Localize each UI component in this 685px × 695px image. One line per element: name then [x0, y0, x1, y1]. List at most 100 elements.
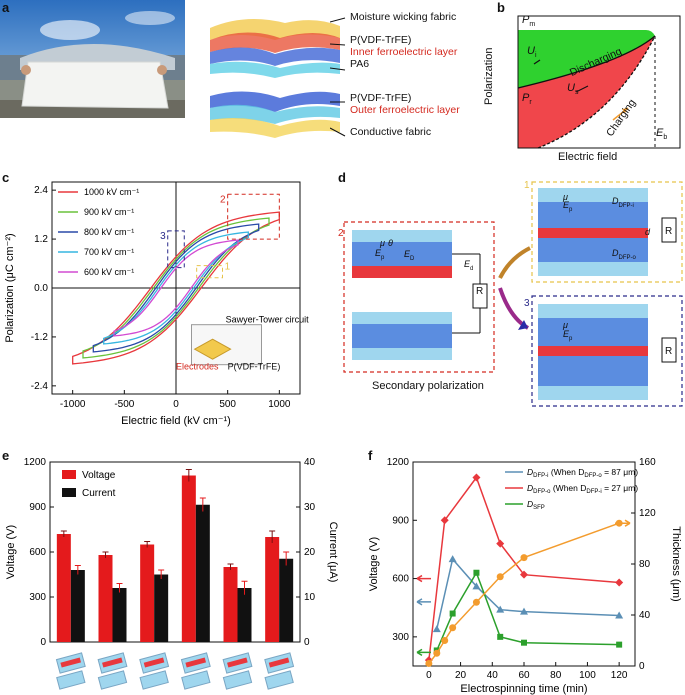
axis-arrow: [416, 574, 431, 583]
layer-label: Inner ferroelectric layer: [350, 46, 458, 58]
x-axis-label: Electric field (kV cm⁻¹): [121, 415, 231, 427]
y-axis-label: Voltage (V): [5, 525, 17, 579]
fabric-photo: [0, 0, 185, 118]
box-1-label: 1: [524, 180, 530, 191]
y-tick-label: 2.4: [34, 185, 48, 196]
current-bar: [112, 588, 127, 642]
legend-label: 700 kV cm⁻¹: [84, 247, 134, 257]
data-point: [472, 598, 480, 606]
x-tick-label: 500: [219, 399, 236, 410]
highlight-box: [227, 193, 280, 240]
d-label: d: [645, 227, 651, 237]
pm-label: Pm: [522, 14, 536, 29]
theta-label: θ: [388, 238, 393, 248]
layer-label: P(VDF-TrFE): [350, 92, 412, 104]
inset-label: P(VDF-TrFE): [228, 362, 281, 372]
hysteresis-loop-series: [92, 223, 260, 353]
data-point: [615, 578, 624, 587]
layer-label: Conductive fabric: [350, 126, 432, 138]
y-tick-label: 0: [40, 637, 46, 648]
y-tick-label: 600: [29, 547, 46, 558]
data-point: [448, 555, 457, 563]
legend-label: 900 kV cm⁻¹: [84, 207, 134, 217]
structure-icon-layer: [268, 657, 290, 668]
y2-tick-label: 30: [304, 502, 316, 513]
structure-icon: [264, 652, 295, 690]
x-tick-label: 120: [611, 670, 628, 681]
y-tick-label: -2.4: [31, 381, 49, 392]
eD-label: ED: [404, 249, 415, 262]
legend-swatch: [62, 488, 76, 497]
x-tick-label: 100: [579, 670, 596, 681]
structure-icon-layer: [264, 670, 294, 690]
mu-label: μ: [380, 238, 385, 248]
data-point: [449, 610, 456, 617]
axis-arrow: [615, 519, 631, 527]
voltage-bar: [181, 475, 196, 642]
data-point: [432, 625, 441, 633]
data-point: [496, 573, 504, 581]
x-axis-label: Electrospinning time (min): [460, 683, 587, 695]
x-tick-label: 20: [455, 670, 467, 681]
y-tick-label: 1200: [24, 457, 47, 468]
current-bar: [237, 588, 252, 642]
x-tick-label: 0: [426, 670, 432, 681]
y-tick-label: 600: [392, 574, 409, 585]
resistor-label: R: [665, 226, 673, 237]
thickness-voltage-line-chart: 0 20 40 60 80 100 120 300 600 900 1200 0 40 80 120 160 E…: [368, 457, 682, 695]
hysteresis-loop-series: [103, 231, 249, 345]
box-label: 3: [160, 231, 166, 242]
series-line: [436, 570, 620, 651]
ed-label: Ed: [464, 259, 474, 272]
data-point: [433, 649, 441, 657]
current-bar: [154, 574, 169, 642]
x-tick-label: 0: [173, 399, 179, 410]
pr-label: Pr: [522, 92, 532, 107]
y2-tick-label: 0: [639, 661, 645, 672]
structure-icon-layer: [97, 670, 128, 690]
legend-label: 600 kV cm⁻¹: [84, 267, 134, 277]
layer-label: PA6: [350, 58, 370, 70]
data-point: [496, 539, 505, 548]
ui-label: Ui: [527, 45, 537, 60]
panel-b-ylabel: Polarization: [483, 47, 495, 105]
legend-label: 800 kV cm⁻¹: [84, 227, 134, 237]
mu-label: μ: [563, 192, 568, 202]
data-point: [472, 473, 481, 482]
us-label: Us: [567, 82, 579, 97]
legend-label: Current: [82, 488, 116, 499]
legend-label: DDFP-i (When DDFP-o = 87 μm): [527, 467, 638, 479]
axis-arrow: [416, 598, 431, 606]
energy-storage-diagram: [517, 15, 681, 149]
panel-f-label: f: [368, 448, 373, 463]
panel-a-label: a: [2, 0, 10, 15]
x-tick-label: 80: [550, 670, 562, 681]
structure-icon-layer: [181, 670, 211, 690]
box-3-label: 3: [524, 298, 530, 309]
resistor-label: R: [665, 346, 673, 357]
dfp-i-label: DDFP-i: [612, 196, 634, 209]
layer-label: Outer ferroelectric layer: [350, 104, 460, 116]
current-bar: [70, 570, 85, 642]
data-point: [615, 611, 624, 619]
y-tick-label: -1.2: [31, 332, 49, 343]
y2-tick-label: 40: [639, 610, 651, 621]
box-2-label: 2: [338, 228, 344, 239]
structure-icon: [55, 652, 86, 690]
inset-label: Electrodes: [176, 362, 219, 372]
layer-labels: Moisture wicking fabric P(VDF-TrFE) Inne…: [350, 11, 460, 138]
current-bar: [279, 558, 294, 642]
y2-tick-label: 0: [304, 637, 310, 648]
structure-icon-layer: [222, 670, 253, 690]
data-point: [425, 659, 433, 667]
structure-icon-layer: [60, 657, 82, 668]
series-line: [436, 557, 620, 630]
mu-label: μ: [563, 320, 568, 330]
y2-axis-label: Thickness (μm): [670, 526, 682, 601]
data-point: [472, 582, 481, 590]
y2-tick-label: 10: [304, 592, 316, 603]
y2-axis-label: Current (μA): [327, 522, 339, 583]
y2-tick-label: 160: [639, 457, 656, 468]
y-tick-label: 0.0: [34, 283, 48, 294]
data-point: [473, 569, 480, 576]
